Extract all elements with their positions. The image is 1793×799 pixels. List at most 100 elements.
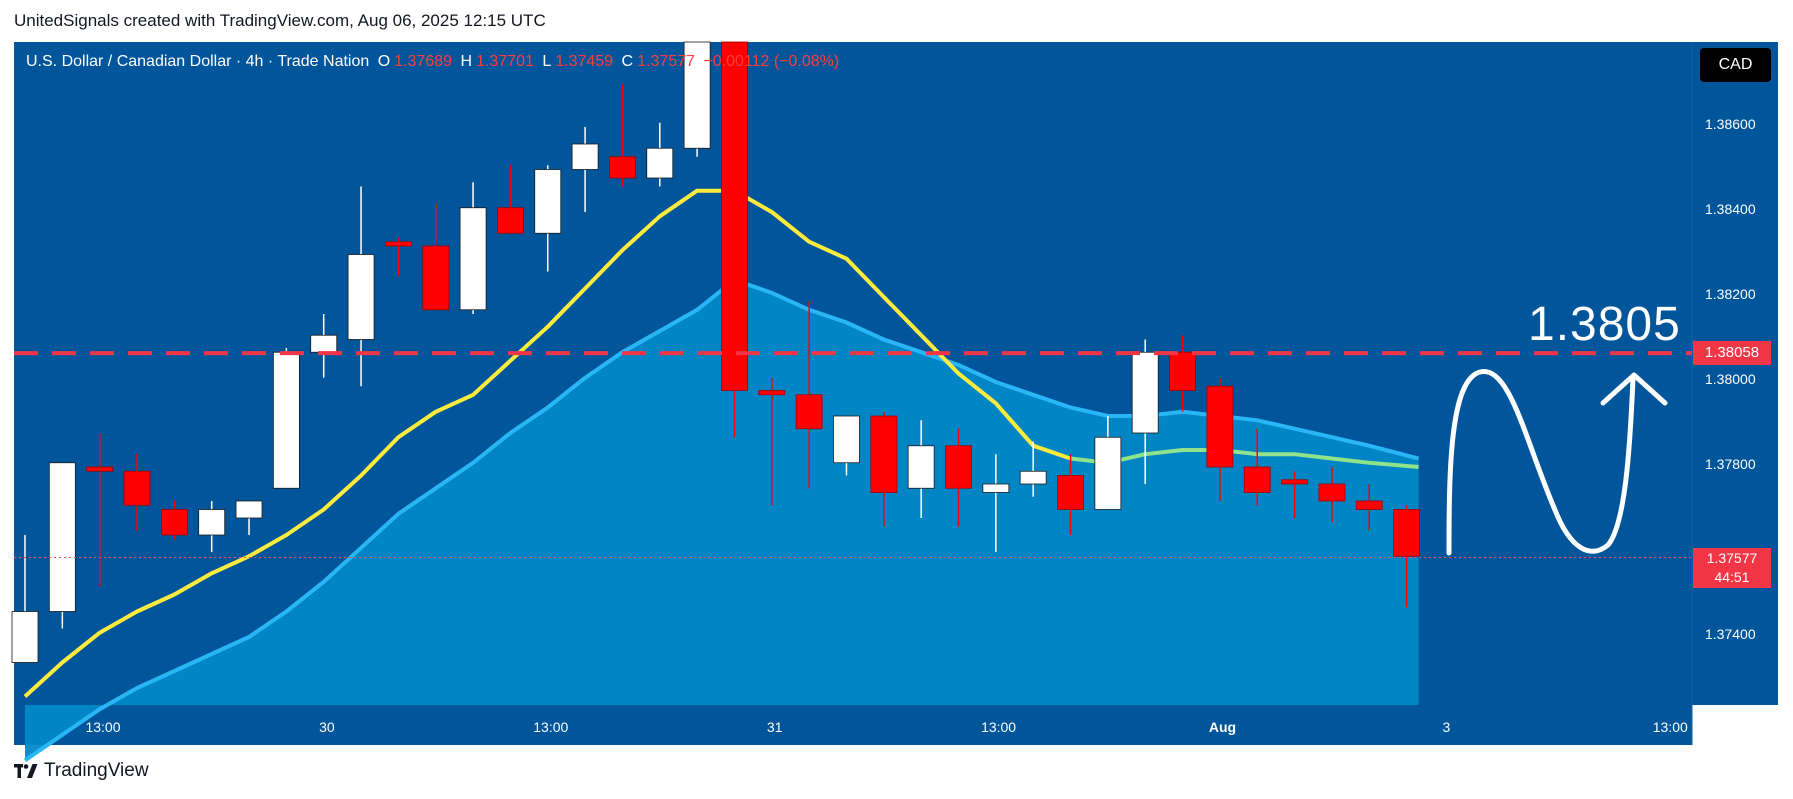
bull-candle-body — [571, 143, 599, 170]
bull-candle-body — [833, 415, 860, 464]
high-label: H — [460, 53, 473, 70]
candle — [609, 84, 636, 187]
time-tick-label: Aug — [1209, 719, 1236, 735]
bear-candle-body — [384, 241, 412, 247]
time-tick-label: 30 — [319, 719, 335, 735]
last-price: 1.37577 — [1706, 549, 1758, 566]
forecast-arrow — [1446, 369, 1636, 556]
candle — [160, 501, 188, 540]
candle — [86, 433, 114, 586]
candle — [198, 501, 226, 552]
last-price-badge: 1.37577 44:51 — [1693, 547, 1771, 588]
candle — [1094, 416, 1122, 510]
forecast-arrowhead-icon — [1600, 372, 1668, 406]
tradingview-logo[interactable]: TradingView — [14, 760, 149, 782]
bear-candle-body — [1206, 385, 1234, 468]
close-label: C — [621, 53, 634, 70]
candle — [1019, 441, 1047, 497]
time-tick-label: 13:00 — [85, 719, 120, 735]
bear-candle-body — [123, 470, 151, 506]
candle — [758, 377, 786, 506]
candle — [347, 186, 375, 387]
price-axis-labels: 1.38600 1.38400 1.38200 1.38000 1.37800 1.374… — [1705, 116, 1756, 642]
bull-candle-body — [1094, 436, 1122, 510]
bear-candle-body — [945, 445, 972, 489]
candle — [571, 127, 599, 212]
candle — [982, 454, 1010, 552]
candle — [497, 165, 524, 234]
candle — [123, 454, 151, 531]
candle — [646, 122, 674, 187]
candle — [1169, 335, 1196, 412]
bull-candle-body — [310, 334, 338, 353]
bear-candle-body — [1169, 351, 1196, 391]
bull-candle-body — [907, 445, 935, 489]
tradingview-logo-icon — [14, 764, 38, 778]
candle — [422, 203, 450, 311]
bear-candle-body — [422, 245, 450, 311]
bear-candle-body — [870, 415, 898, 493]
candle — [1057, 454, 1084, 535]
bull-candle-body — [198, 509, 226, 536]
target-price-label: 1.3805 — [1528, 298, 1681, 351]
low-value: 1.37459 — [555, 53, 614, 70]
bear-candle-body — [609, 156, 636, 179]
time-tick-label: 13:00 — [981, 719, 1016, 735]
bear-candle-body — [721, 41, 748, 391]
bear-candle-body — [1243, 466, 1271, 493]
ema-fast-line-tail — [1070, 448, 1419, 469]
high-value: 1.37701 — [476, 53, 534, 70]
candle — [1131, 339, 1159, 484]
candle — [1355, 484, 1383, 531]
candle — [683, 41, 711, 157]
bull-candle-body — [534, 169, 562, 234]
candle — [1393, 505, 1420, 608]
bull-candle-body — [347, 254, 375, 340]
candle — [1281, 471, 1308, 518]
bar-countdown: 44:51 — [1714, 568, 1750, 585]
symbol-legend: U.S. Dollar / Canadian Dollar · 4h · Tra… — [26, 53, 843, 71]
candles — [11, 41, 1420, 663]
bear-candle-body — [758, 390, 786, 396]
bear-candle-body — [497, 207, 524, 234]
change-value: −0.00112 (−0.08%) — [703, 53, 840, 70]
candle — [945, 428, 972, 527]
price-axis-panel — [1692, 42, 1778, 705]
candle — [795, 301, 823, 489]
price-tick-label: 1.38200 — [1705, 286, 1756, 302]
bull-candle-body — [982, 483, 1010, 493]
close-value: 1.37577 — [637, 53, 695, 70]
price-tick-label: 1.38600 — [1705, 116, 1756, 132]
ema-slow-area — [23, 277, 1420, 762]
time-axis-panel — [14, 705, 1692, 745]
symbol-title: U.S. Dollar / Canadian Dollar · 4h · Tra… — [26, 53, 370, 70]
price-tick-label: 1.38400 — [1705, 201, 1756, 217]
time-tick-label: 31 — [767, 719, 783, 735]
candle — [833, 415, 860, 476]
candle — [907, 420, 935, 518]
ema-lines — [23, 188, 1419, 698]
bear-candle-body — [160, 509, 188, 536]
candle — [1206, 377, 1234, 501]
open-label: O — [377, 53, 391, 70]
candle — [1243, 428, 1271, 506]
bull-candle-body — [1131, 351, 1159, 434]
bear-candle-body — [1057, 475, 1084, 510]
candle — [48, 462, 76, 629]
resistance-price: 1.38058 — [1704, 344, 1760, 362]
chart-attribution: UnitedSignals created with TradingView.c… — [14, 11, 546, 30]
price-tick-label: 1.37400 — [1705, 626, 1756, 642]
bull-candle-body — [11, 611, 39, 663]
bear-candle-body — [86, 466, 114, 472]
currency-button[interactable]: CAD — [1700, 48, 1771, 82]
candle — [1318, 467, 1346, 523]
open-value: 1.37689 — [394, 53, 453, 70]
bull-candle-body — [272, 351, 300, 489]
bull-candle-body — [235, 500, 263, 519]
tradingview-logo-text: TradingView — [44, 760, 149, 781]
bear-candle-body — [1355, 500, 1383, 510]
ema-slow-fill — [25, 280, 1419, 761]
bull-candle-body — [683, 41, 711, 149]
resistance-price-badge: 1.38058 — [1693, 341, 1771, 366]
